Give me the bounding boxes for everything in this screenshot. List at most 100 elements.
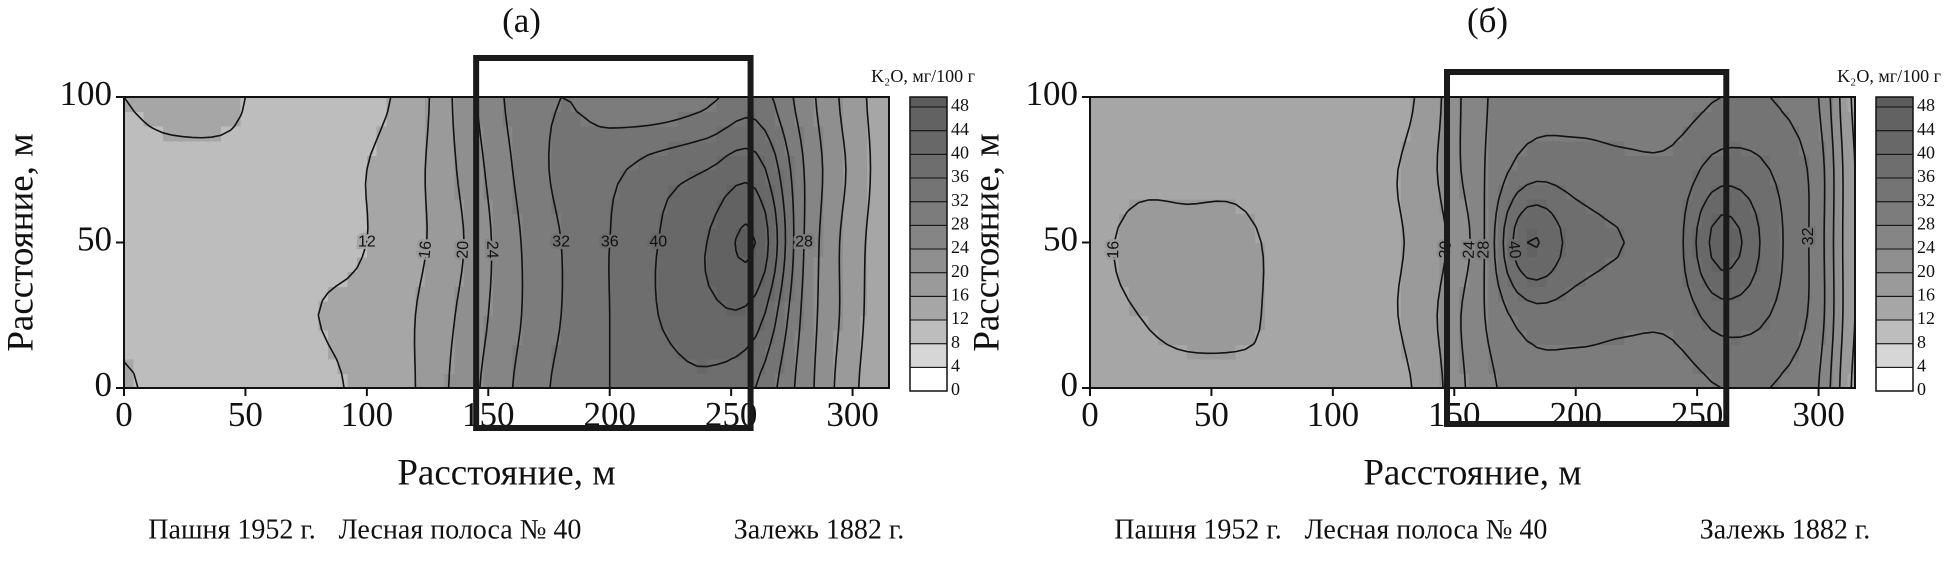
contour-cell <box>1128 227 1140 244</box>
contour-cell <box>425 300 436 316</box>
contour-cell <box>1818 97 1827 113</box>
contour-cell <box>1274 271 1285 287</box>
contour-cell <box>1498 373 1509 389</box>
contour-cell <box>493 344 504 360</box>
contour-cell <box>1595 315 1606 331</box>
contour-cell <box>1449 155 1460 171</box>
contour-cell <box>590 111 601 127</box>
contour-cell <box>444 213 455 229</box>
contour-cell <box>726 271 737 287</box>
contour-cell <box>1682 198 1693 214</box>
contour-cell <box>308 329 319 345</box>
contour-cell <box>1825 198 1834 214</box>
contour-cell <box>493 140 504 156</box>
contour-cell <box>1740 329 1752 345</box>
contour-cell <box>124 286 135 302</box>
contour-cell <box>1352 315 1363 331</box>
contour-cell <box>153 242 164 258</box>
contour-cell <box>1595 358 1606 375</box>
contour-cell <box>308 213 319 229</box>
contour-cell <box>1692 155 1703 171</box>
contour-cell <box>1517 184 1528 200</box>
contour-cell <box>867 257 876 273</box>
contour-cell <box>1825 358 1834 375</box>
contour-cell <box>1692 184 1703 200</box>
contour-cell <box>1158 329 1169 345</box>
contour-cell <box>784 242 795 258</box>
contour-cell <box>1226 126 1237 142</box>
contour-cell <box>1128 184 1140 200</box>
contour-cell <box>1332 315 1344 331</box>
contour-cell <box>1352 257 1363 273</box>
contour-cell <box>279 213 290 229</box>
contour-cell <box>405 155 417 171</box>
contour-cell <box>162 286 174 302</box>
contour-cell <box>881 300 890 316</box>
contour-cell <box>1682 271 1693 287</box>
contour-cell <box>1566 286 1577 302</box>
contour-cell <box>1352 373 1363 389</box>
contour-cell <box>638 315 650 331</box>
contour-cell <box>1400 286 1412 302</box>
contour-cell <box>464 242 475 258</box>
contour-cell <box>1381 257 1392 273</box>
contour-cell <box>347 329 358 345</box>
contour-cell <box>260 97 271 113</box>
contour-cell <box>823 213 834 229</box>
contour-cell <box>347 242 358 258</box>
contour-cell <box>1264 271 1276 287</box>
contour-cell <box>1779 242 1791 258</box>
contour-cell <box>328 155 339 171</box>
contour-cell <box>1770 184 1781 200</box>
contour-cell <box>804 97 815 113</box>
contour-cell <box>1313 358 1324 375</box>
contour-cell <box>580 329 591 345</box>
contour-cell <box>1196 300 1208 316</box>
contour-line <box>608 116 787 389</box>
contour-line <box>654 147 779 368</box>
contour-cell <box>143 300 154 316</box>
contour-cell <box>1614 300 1625 316</box>
contour-cell <box>1643 184 1655 200</box>
contour-cell <box>1731 373 1742 389</box>
contour-cell <box>1167 300 1179 316</box>
contour-cell <box>1410 242 1421 258</box>
contour-cell <box>755 358 766 375</box>
contour-cell <box>444 126 455 142</box>
contour-cell <box>1536 111 1548 127</box>
contour-cell <box>570 140 582 156</box>
contour-cell <box>1235 271 1247 287</box>
contour-cell <box>1585 242 1596 258</box>
contour-cell <box>366 126 378 142</box>
contour-cell <box>1585 169 1596 185</box>
contour-cell <box>124 257 135 273</box>
contour-cell <box>1216 213 1227 229</box>
contour-cell <box>1216 344 1227 360</box>
contour-cell <box>1430 111 1441 127</box>
contour-cell <box>308 227 319 244</box>
contour-cell <box>658 111 669 127</box>
contour-cell <box>308 140 319 156</box>
contour-cell <box>1624 286 1635 302</box>
contour-cell <box>376 257 387 273</box>
contour-cell <box>1595 344 1606 360</box>
contour-cell <box>541 198 553 214</box>
contour-cell <box>1643 227 1655 244</box>
contour-cell <box>1595 257 1606 273</box>
contour-cell <box>1332 242 1344 258</box>
contour-cell <box>1575 329 1587 345</box>
contour-cell <box>1090 286 1101 302</box>
contour-cell <box>1177 184 1188 200</box>
contour-cell <box>1731 111 1742 127</box>
contour-cell <box>638 213 650 229</box>
contour-cell <box>376 242 387 258</box>
colorbar-band <box>1875 366 1914 392</box>
contour-cell <box>366 344 378 360</box>
contour-cell <box>570 300 582 316</box>
contour-cell <box>1459 155 1470 171</box>
contour-cell <box>1643 300 1655 316</box>
contour-cell <box>852 97 861 113</box>
contour-cell <box>201 198 213 214</box>
contour-cell <box>1342 97 1353 113</box>
contour-cell <box>133 271 145 287</box>
